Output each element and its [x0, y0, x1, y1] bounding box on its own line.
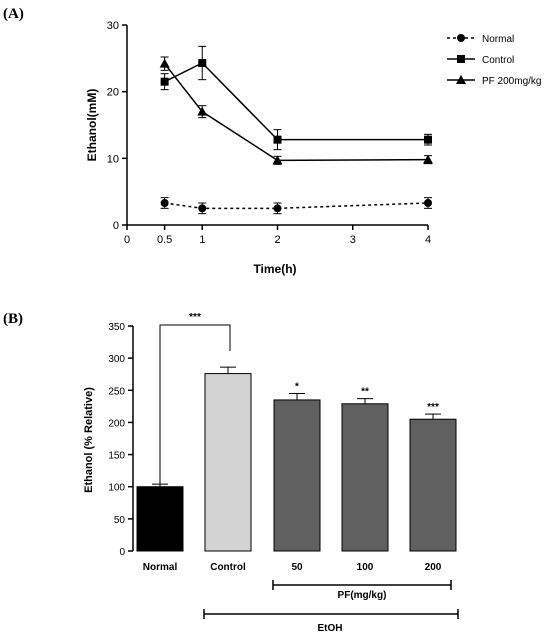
legend-marker: [456, 75, 466, 84]
category-label: 50: [291, 562, 303, 573]
y-tick-label: 250: [108, 386, 125, 397]
data-point-1: [198, 59, 207, 67]
bar-4: [409, 418, 457, 552]
data-point-2: [272, 155, 283, 165]
data-point-1: [160, 77, 169, 86]
x-tick-label: 0.5: [157, 234, 172, 246]
y-tick-label: 350: [108, 322, 125, 333]
y-tick-label: 300: [108, 354, 125, 365]
category-label: Normal: [143, 562, 178, 573]
x-tick-label: 2: [274, 234, 280, 246]
chart-b-ylabel: Ethanol (% Relative): [83, 387, 95, 493]
legend-marker: [457, 34, 465, 42]
category-label: 100: [357, 562, 374, 573]
legend-label: Normal: [482, 34, 514, 45]
y-tick-label: 50: [114, 515, 126, 526]
chart-a-xlabel: Time(h): [253, 262, 296, 276]
panel-a-label: (A): [3, 6, 24, 22]
y-tick-label: 0: [113, 220, 119, 232]
bar-3: [341, 403, 389, 552]
significance-mark: *: [295, 382, 299, 393]
y-tick-label: 30: [107, 20, 119, 32]
chart-a: 0 10 20 30 0 0.5 1 2 3 4 Normal Control PF 200mg/k…: [85, 20, 541, 276]
x-tick-label: 1: [199, 234, 205, 246]
data-point-0: [160, 199, 169, 207]
data-point-1: [273, 135, 282, 144]
significance-mark: **: [361, 387, 369, 398]
legend-label: PF 200mg/kg: [482, 76, 541, 87]
series-line-2: [164, 63, 429, 162]
x-tick-label: 0: [124, 234, 130, 246]
series-line-0: [164, 202, 429, 210]
significance-mark: ***: [427, 402, 439, 413]
x-tick-label: 3: [350, 234, 356, 246]
legend-label: Control: [482, 55, 514, 66]
bar-1: [204, 373, 252, 552]
category-label: 200: [425, 562, 442, 573]
data-point-2: [159, 58, 170, 68]
comparison-bracket: [159, 324, 231, 486]
y-tick-label: 10: [107, 153, 119, 165]
data-point-0: [273, 204, 282, 213]
data-point-0: [424, 199, 432, 207]
etoh-label: EtOH: [318, 623, 343, 634]
bar-2: [273, 399, 321, 552]
data-point-2: [423, 154, 433, 164]
bracket-significance: ***: [189, 312, 201, 323]
y-tick-label: 200: [108, 418, 125, 429]
data-point-0: [198, 204, 207, 213]
category-label: Control: [210, 562, 246, 573]
pf-group-label: PF(mg/kg): [338, 590, 387, 601]
series-line-1: [164, 62, 428, 141]
data-point-1: [424, 135, 432, 144]
y-tick-label: 150: [108, 451, 125, 462]
legend-marker: [457, 55, 465, 63]
y-tick-label: 0: [119, 547, 125, 558]
bar-0: [136, 486, 184, 552]
data-point-2: [197, 106, 208, 116]
panel-b-label: (B): [3, 311, 23, 327]
y-tick-label: 100: [108, 483, 125, 494]
chart-a-ylabel: Ethanol(mM): [85, 89, 99, 162]
x-tick-label: 4: [425, 234, 431, 246]
y-tick-label: 20: [107, 87, 119, 99]
